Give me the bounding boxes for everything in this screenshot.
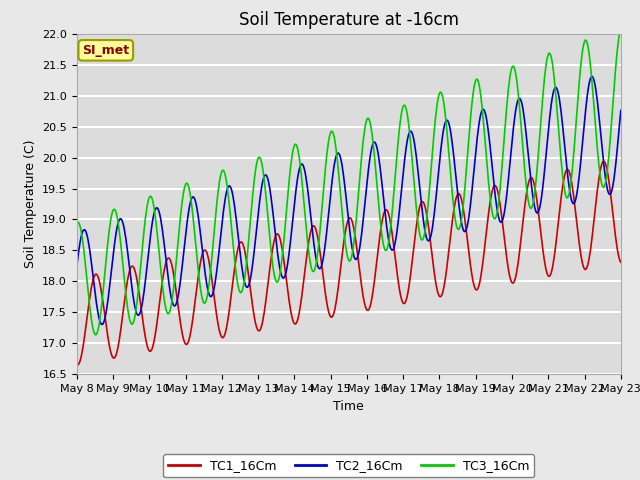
TC1_16Cm — [73, 362, 81, 368]
Title: Soil Temperature at -16cm: Soil Temperature at -16cm — [239, 11, 459, 29]
TC2_16Cm — [216, 236, 224, 241]
TC2_16Cm — [341, 185, 349, 191]
TC3_16Cm — [216, 174, 224, 180]
TC2_16Cm — [193, 205, 201, 211]
TC1_16Cm — [341, 231, 349, 237]
TC1_16Cm — [448, 224, 456, 230]
X-axis label: Time: Time — [333, 400, 364, 413]
TC2_16Cm — [73, 263, 81, 269]
Line: TC3_16Cm: TC3_16Cm — [77, 28, 621, 335]
TC3_16Cm — [617, 25, 625, 31]
TC1_16Cm — [193, 284, 201, 289]
TC2_16Cm — [394, 221, 402, 227]
TC2_16Cm — [617, 108, 625, 113]
Line: TC1_16Cm: TC1_16Cm — [77, 161, 621, 365]
Text: SI_met: SI_met — [82, 44, 129, 57]
TC2_16Cm — [568, 198, 575, 204]
TC1_16Cm — [617, 259, 625, 265]
Line: TC2_16Cm: TC2_16Cm — [77, 76, 621, 324]
TC2_16Cm — [98, 322, 106, 327]
TC1_16Cm — [394, 276, 402, 282]
Y-axis label: Soil Temperature (C): Soil Temperature (C) — [24, 140, 36, 268]
TC2_16Cm — [448, 135, 456, 141]
TC1_16Cm — [568, 180, 575, 186]
TC1_16Cm — [74, 362, 81, 368]
TC3_16Cm — [73, 220, 81, 226]
TC3_16Cm — [92, 332, 100, 338]
TC1_16Cm — [600, 158, 607, 164]
TC3_16Cm — [394, 141, 402, 147]
TC3_16Cm — [448, 182, 456, 188]
TC3_16Cm — [193, 254, 201, 260]
TC3_16Cm — [341, 239, 349, 244]
TC1_16Cm — [216, 331, 224, 337]
TC2_16Cm — [588, 73, 596, 79]
TC3_16Cm — [568, 173, 575, 179]
Legend: TC1_16Cm, TC2_16Cm, TC3_16Cm: TC1_16Cm, TC2_16Cm, TC3_16Cm — [163, 454, 534, 477]
